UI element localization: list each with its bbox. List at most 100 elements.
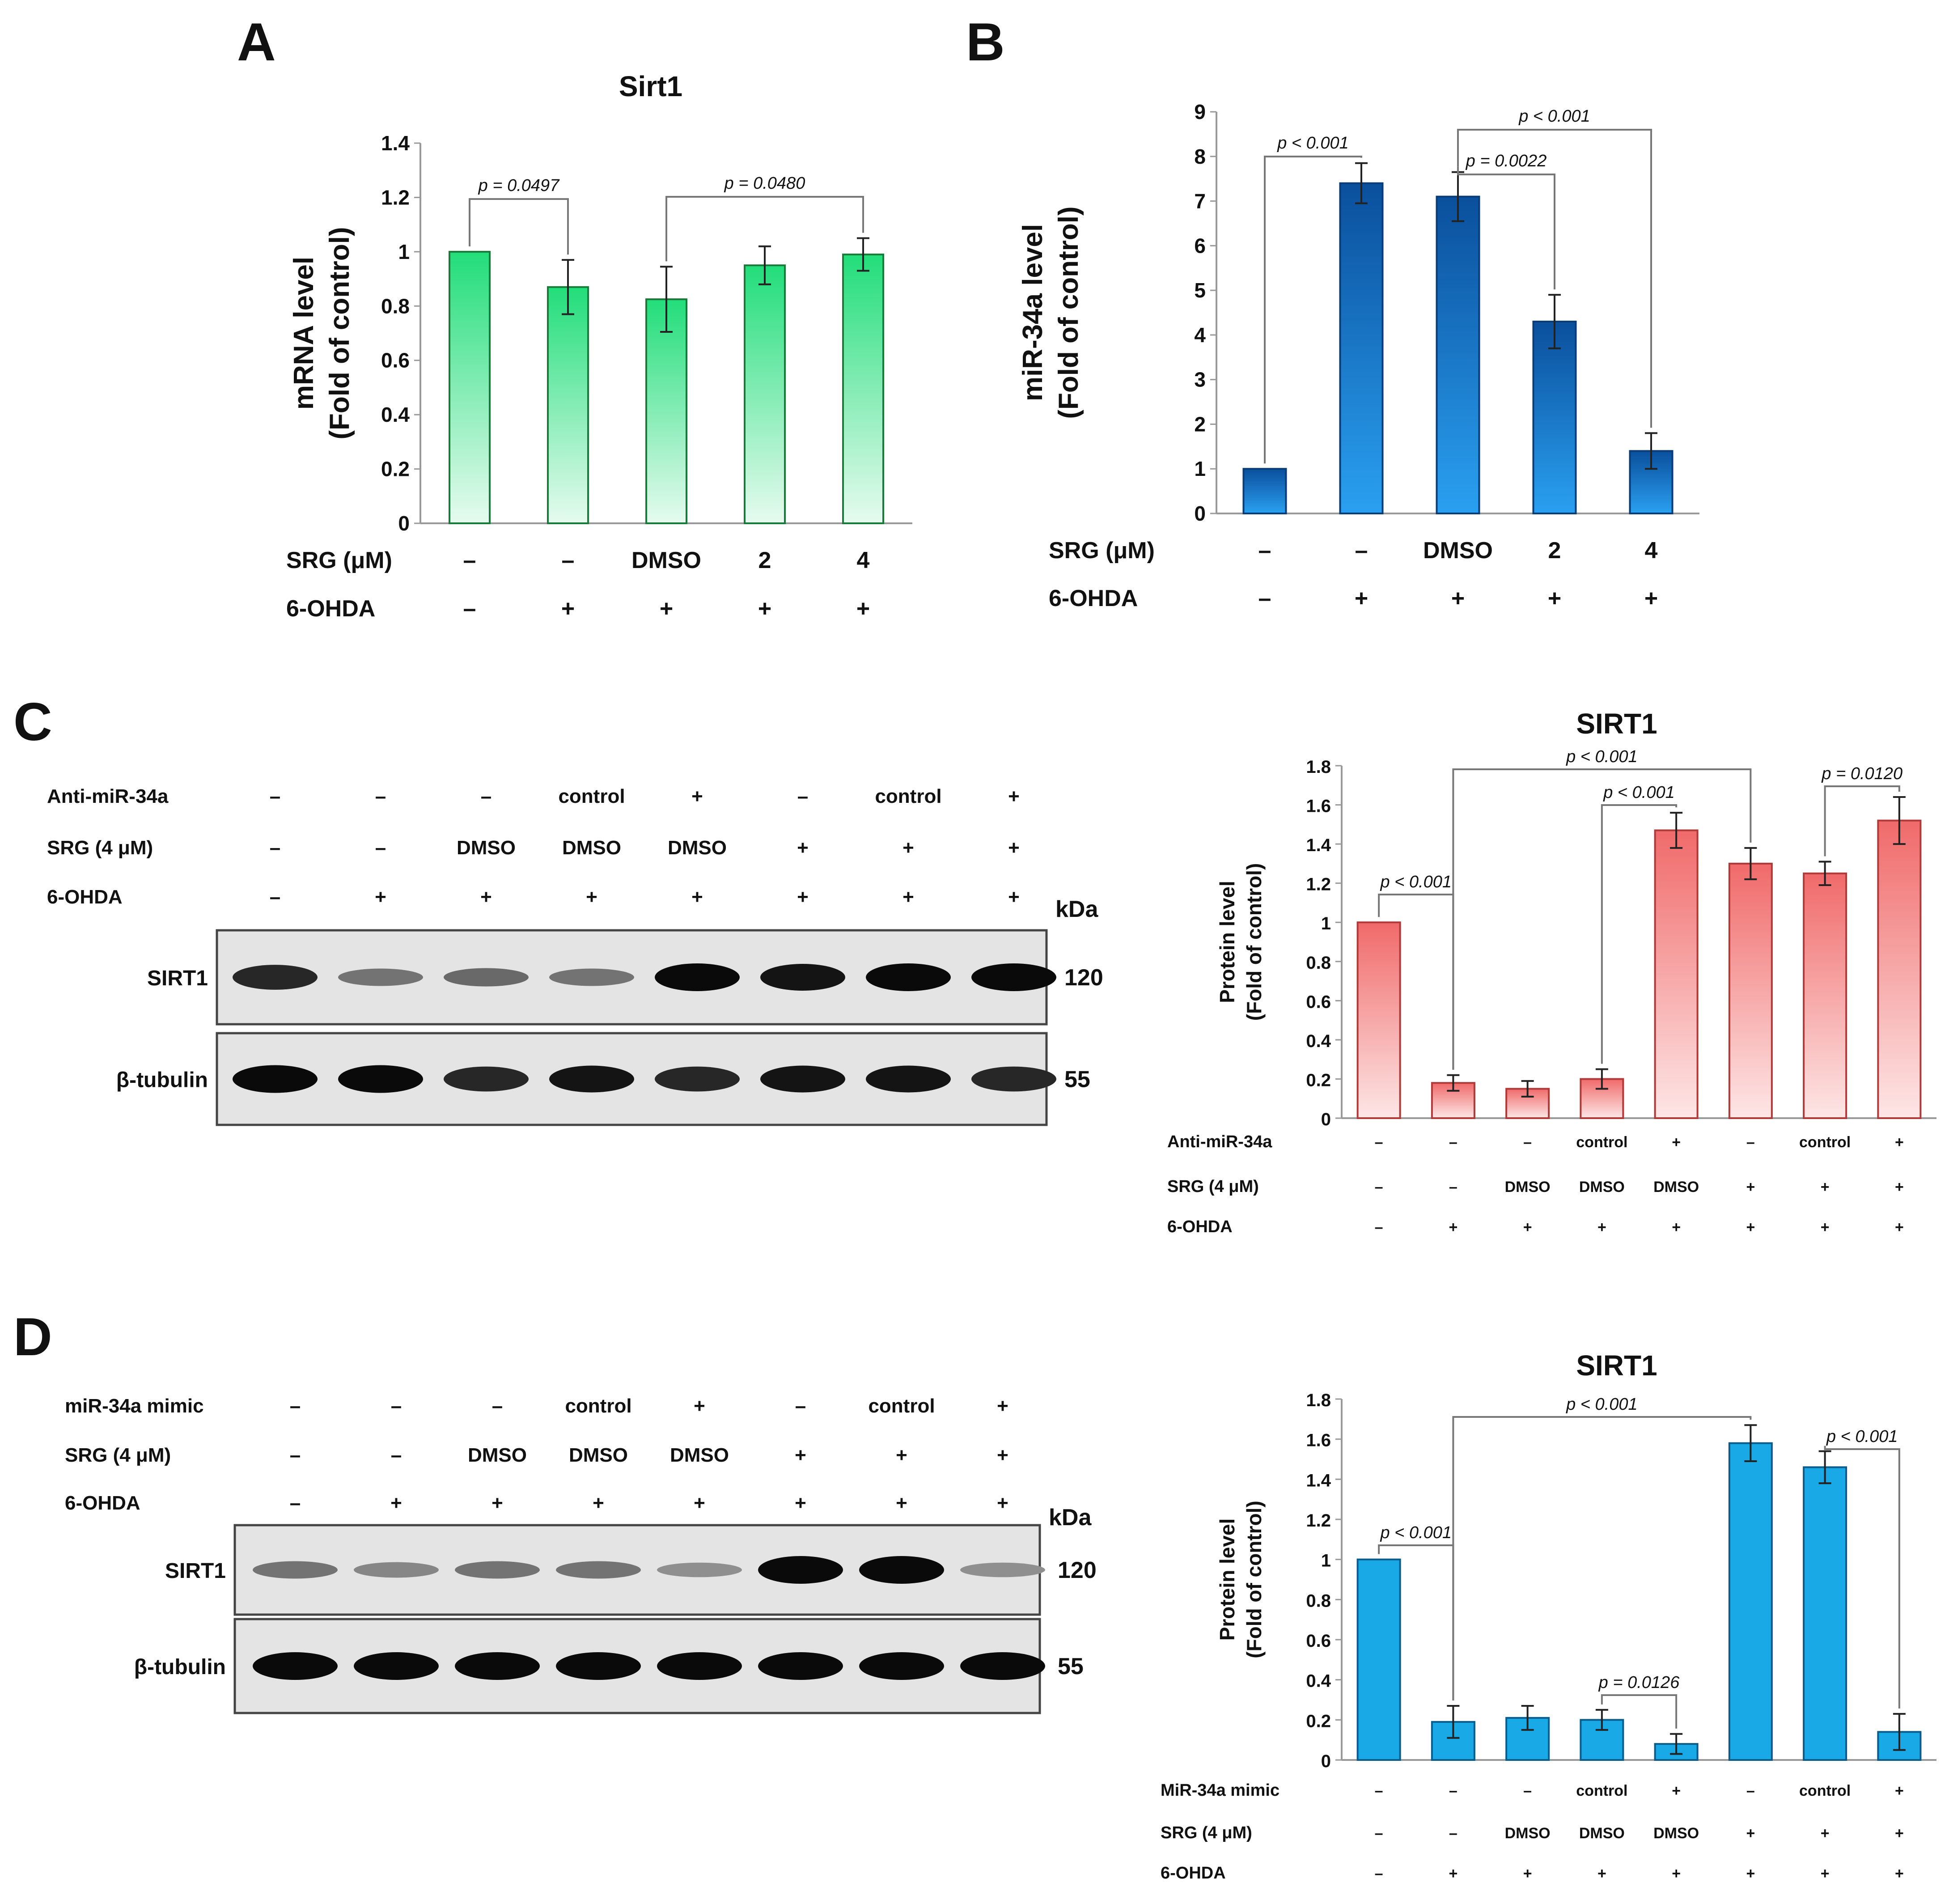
condition-value: + bbox=[1821, 1219, 1830, 1236]
condition-value: + bbox=[1449, 1219, 1458, 1236]
bar bbox=[1803, 1466, 1847, 1761]
blot-band-label: β-tubulin bbox=[134, 1655, 226, 1679]
blot-band bbox=[444, 1066, 529, 1092]
condition-value: DMSO bbox=[1653, 1179, 1699, 1196]
kda-marker: 120 bbox=[1058, 1557, 1097, 1583]
blot-condition-value: DMSO bbox=[457, 837, 516, 859]
condition-value: – bbox=[463, 547, 476, 573]
bar bbox=[744, 264, 786, 524]
significance-bracket bbox=[1264, 156, 1362, 464]
blot-condition-value: + bbox=[896, 1492, 907, 1514]
chart-title: Sirt1 bbox=[619, 70, 682, 102]
blot-condition-value: control bbox=[558, 785, 625, 807]
p-value-label: p = 0.0497 bbox=[478, 176, 560, 195]
panel-letter-a: A bbox=[237, 12, 276, 72]
y-tick-label: 0 bbox=[1321, 1110, 1331, 1129]
condition-value: + bbox=[1895, 1865, 1904, 1882]
condition-value: + bbox=[1523, 1219, 1532, 1236]
condition-value: + bbox=[1895, 1825, 1904, 1842]
y-tick-label: 0 bbox=[398, 512, 410, 535]
y-tick-label: 1 bbox=[1321, 1551, 1331, 1571]
blot-condition-value: + bbox=[797, 886, 809, 908]
blot-condition-value: + bbox=[902, 837, 914, 859]
condition-value: – bbox=[1449, 1782, 1458, 1799]
blot-condition-value: – bbox=[270, 837, 280, 859]
p-value-label: p = 0.0022 bbox=[1466, 152, 1547, 170]
p-value-label: p < 0.001 bbox=[1826, 1427, 1898, 1446]
y-axis-label: miR-34a level bbox=[1017, 224, 1048, 401]
blot-band bbox=[960, 1562, 1045, 1577]
blot-condition-value: – bbox=[290, 1492, 301, 1514]
blot-band bbox=[549, 1065, 634, 1093]
condition-label: SRG (4 μM) bbox=[1167, 1177, 1259, 1196]
condition-value: + bbox=[1548, 585, 1561, 611]
blot-condition-value: – bbox=[290, 1395, 301, 1417]
condition-value: + bbox=[1451, 585, 1465, 611]
blot-band bbox=[233, 1065, 318, 1093]
bar bbox=[1356, 1558, 1401, 1761]
blot-band bbox=[760, 1065, 845, 1093]
y-tick-label: 1.2 bbox=[1306, 1511, 1331, 1531]
kda-marker: 55 bbox=[1058, 1654, 1084, 1679]
blot-condition-label: SRG (4 μM) bbox=[47, 837, 153, 859]
blot-band bbox=[971, 1066, 1056, 1092]
bar bbox=[547, 286, 589, 524]
blot-band bbox=[354, 1562, 439, 1578]
y-axis-label: Protein level bbox=[1216, 881, 1239, 1003]
kda-header: kDa bbox=[1049, 1505, 1092, 1531]
y-tick-label: 1.4 bbox=[381, 131, 410, 155]
p-value-label: p = 0.0126 bbox=[1598, 1673, 1680, 1692]
bar bbox=[1436, 195, 1480, 515]
y-tick-label: 0.6 bbox=[1306, 992, 1331, 1012]
significance-bracket bbox=[1824, 785, 1900, 857]
significance-bracket bbox=[1457, 129, 1652, 428]
blot-band bbox=[760, 964, 845, 991]
bar bbox=[1803, 872, 1847, 1120]
blot-condition-value: + bbox=[691, 785, 703, 807]
blot-condition-value: – bbox=[375, 785, 386, 807]
significance-bracket bbox=[1824, 1446, 1900, 1709]
kda-marker: 55 bbox=[1064, 1067, 1090, 1093]
bar bbox=[1728, 1442, 1773, 1761]
condition-value: 2 bbox=[758, 547, 771, 573]
blot-condition-value: DMSO bbox=[569, 1444, 628, 1466]
condition-value: + bbox=[1746, 1219, 1755, 1236]
blot-band bbox=[556, 1652, 641, 1680]
condition-value: + bbox=[1746, 1825, 1755, 1842]
blot-condition-value: DMSO bbox=[670, 1444, 729, 1466]
chart-title: SIRT1 bbox=[1576, 708, 1657, 740]
condition-value: – bbox=[562, 547, 575, 573]
bar bbox=[1339, 182, 1384, 514]
p-value-label: p < 0.001 bbox=[1566, 1395, 1638, 1414]
significance-bracket bbox=[469, 198, 569, 255]
condition-value: 2 bbox=[1548, 538, 1561, 564]
blot-band bbox=[455, 1561, 540, 1579]
condition-value: – bbox=[1523, 1782, 1532, 1799]
y-axis-label: (Fold of control) bbox=[1242, 863, 1266, 1021]
blot-condition-value: + bbox=[691, 886, 703, 908]
condition-value: control bbox=[1576, 1134, 1627, 1151]
blot-condition-value: + bbox=[1008, 785, 1020, 807]
chart-d: 0 0.2 0.4 0.6 0.8 1 1.2 1.4 1.6 1.8 SIRT1 Protein l… bbox=[1161, 1349, 1936, 1883]
y-tick-label: 1.4 bbox=[1306, 1471, 1331, 1490]
blot-condition-value: DMSO bbox=[668, 837, 727, 859]
condition-value: – bbox=[1258, 585, 1271, 611]
blot-condition-value: + bbox=[375, 886, 386, 908]
blot-band bbox=[758, 1652, 843, 1680]
p-value-label: p < 0.001 bbox=[1566, 747, 1638, 766]
p-value-label: p = 0.0480 bbox=[724, 174, 805, 193]
significance-bracket bbox=[1457, 166, 1555, 290]
condition-label: 6-OHDA bbox=[1049, 585, 1138, 611]
y-tick-label: 2 bbox=[1194, 412, 1206, 436]
significance-bracket bbox=[665, 196, 864, 262]
blot-band bbox=[354, 1652, 439, 1680]
condition-value: – bbox=[1746, 1782, 1755, 1799]
blot-condition-value: control bbox=[565, 1395, 631, 1417]
condition-value: DMSO bbox=[631, 547, 701, 573]
blot-condition-value: + bbox=[997, 1444, 1008, 1466]
condition-value: – bbox=[1355, 538, 1368, 564]
blot-condition-value: + bbox=[902, 886, 914, 908]
condition-label: 6-OHDA bbox=[1161, 1864, 1226, 1883]
blot-condition-label: 6-OHDA bbox=[47, 886, 123, 908]
